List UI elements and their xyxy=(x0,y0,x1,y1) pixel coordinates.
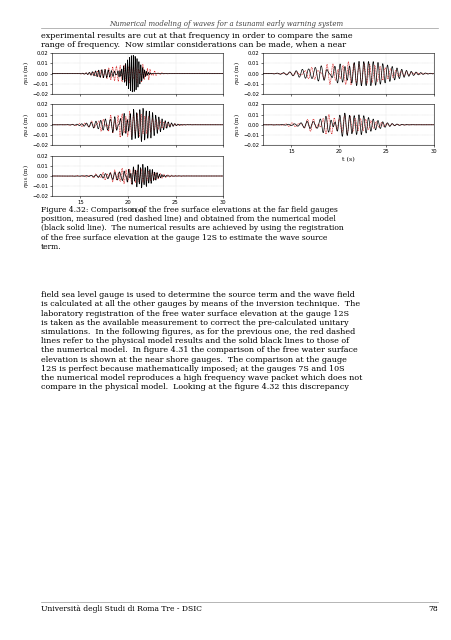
X-axis label: t (s): t (s) xyxy=(131,208,143,213)
Text: Figure 4.32: Comparison of the free surface elevations at the far field gauges
p: Figure 4.32: Comparison of the free surf… xyxy=(41,206,343,251)
Y-axis label: $\eta_{S1S}$ (m): $\eta_{S1S}$ (m) xyxy=(21,61,31,86)
Text: field sea level gauge is used to determine the source term and the wave field
is: field sea level gauge is used to determi… xyxy=(41,291,361,391)
Y-axis label: $\eta_{S19}$ (m): $\eta_{S19}$ (m) xyxy=(231,113,241,137)
Text: experimental results are cut at that frequency in order to compare the same
rang: experimental results are cut at that fre… xyxy=(41,32,351,49)
Y-axis label: $\eta_{S16}$ (m): $\eta_{S16}$ (m) xyxy=(21,164,31,188)
Text: Numerical modeling of waves for a tsunami early warning system: Numerical modeling of waves for a tsunam… xyxy=(109,20,342,28)
Text: 78: 78 xyxy=(428,605,437,613)
Y-axis label: $\eta_{S22}$ (m): $\eta_{S22}$ (m) xyxy=(231,61,241,86)
Text: Università degli Studi di Roma Tre - DSIC: Università degli Studi di Roma Tre - DSI… xyxy=(41,605,201,613)
X-axis label: t (s): t (s) xyxy=(341,157,354,162)
Y-axis label: $\eta_{S24}$ (m): $\eta_{S24}$ (m) xyxy=(21,113,31,137)
